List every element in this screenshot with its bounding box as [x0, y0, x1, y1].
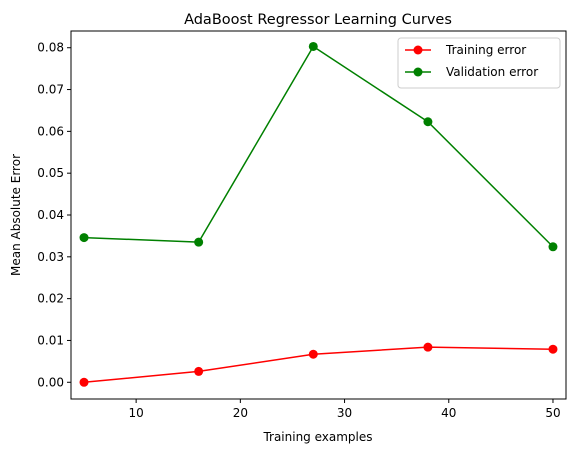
validation-error-point [548, 242, 558, 252]
x-tick-label: 20 [233, 406, 248, 420]
validation-error-point [79, 233, 89, 243]
training-error-point [548, 344, 558, 354]
x-axis-label: Training examples [262, 430, 372, 444]
y-tick-label: 0.02 [37, 292, 64, 306]
validation-error-point [194, 237, 204, 247]
x-tick-label: 10 [128, 406, 143, 420]
y-axis-ticks: 0.00 0.01 0.02 0.03 0.04 0.05 0.06 0.07 0.08 [37, 41, 71, 389]
y-tick-label: 0.04 [37, 208, 64, 222]
training-error-point [308, 349, 318, 359]
y-tick-label: 0.07 [37, 83, 64, 97]
y-tick-label: 0.03 [37, 250, 64, 264]
x-tick-label: 30 [337, 406, 352, 420]
legend-label-training: Training error [445, 43, 526, 57]
training-error-point [423, 342, 433, 352]
y-tick-label: 0.06 [37, 124, 64, 138]
x-axis-ticks: 10 20 30 40 50 [128, 399, 561, 420]
plot-area [79, 41, 558, 387]
y-tick-label: 0.08 [37, 41, 64, 55]
chart-title: AdaBoost Regressor Learning Curves [184, 12, 452, 28]
y-tick-label: 0.01 [37, 333, 64, 347]
legend-box [397, 37, 561, 89]
training-error-point [79, 377, 89, 387]
y-tick-label: 0.00 [37, 375, 64, 389]
axes-frame [70, 30, 567, 400]
legend-label-validation: Validation error [446, 65, 538, 79]
training-error-point [194, 366, 204, 376]
validation-error-point [423, 117, 433, 127]
x-tick-label: 40 [441, 406, 456, 420]
legend: Training error Validation error [397, 37, 561, 89]
x-tick-label: 50 [545, 406, 560, 420]
y-tick-label: 0.05 [37, 166, 64, 180]
validation-error-point [308, 41, 318, 51]
legend-marker-validation [413, 67, 423, 77]
legend-marker-training [413, 45, 423, 55]
y-axis-label: Mean Absolute Error [9, 154, 23, 276]
